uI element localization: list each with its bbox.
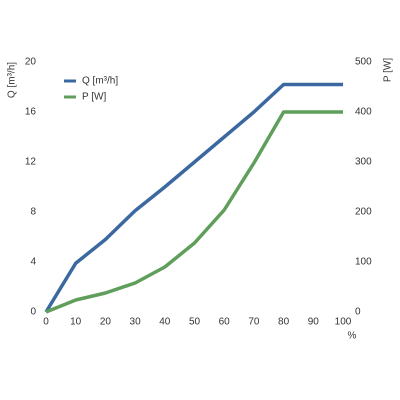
y2-tick-label: 300 — [355, 157, 372, 168]
x-tick-label: 90 — [308, 317, 320, 328]
y2-tick-label: 500 — [355, 57, 372, 68]
x-tick-label: 10 — [70, 317, 82, 328]
x-tick-label: 100 — [335, 317, 352, 328]
y-tick-label: 8 — [30, 207, 36, 218]
y-tick-label: 4 — [30, 257, 36, 268]
x-tick-label: 50 — [189, 317, 201, 328]
x-axis-label: % — [348, 331, 357, 342]
y-tick-label: 16 — [25, 107, 37, 118]
data-line — [45, 110, 343, 314]
y-tick-label: 0 — [30, 307, 36, 318]
x-tick-label: 80 — [278, 317, 290, 328]
x-tick-label: 30 — [130, 317, 142, 328]
y-axis-label: Q [m³/h] — [7, 62, 18, 98]
legend-label: Q [m³/h] — [82, 76, 118, 87]
y-tick-label: 12 — [25, 157, 37, 168]
y2-tick-label: 0 — [355, 307, 361, 318]
x-tick-label: 20 — [100, 317, 112, 328]
y-tick-label: 20 — [25, 57, 37, 68]
y2-tick-label: 200 — [355, 207, 372, 218]
y2-axis-label: P [W] — [383, 58, 394, 82]
x-tick-label: 0 — [43, 317, 49, 328]
x-tick-label: 40 — [159, 317, 171, 328]
x-tick-label: 70 — [248, 317, 260, 328]
y2-tick-label: 400 — [355, 107, 372, 118]
legend-label: P [W] — [82, 92, 106, 103]
data-line — [44, 82, 343, 313]
x-tick-label: 60 — [219, 317, 231, 328]
y2-tick-label: 100 — [355, 257, 372, 268]
